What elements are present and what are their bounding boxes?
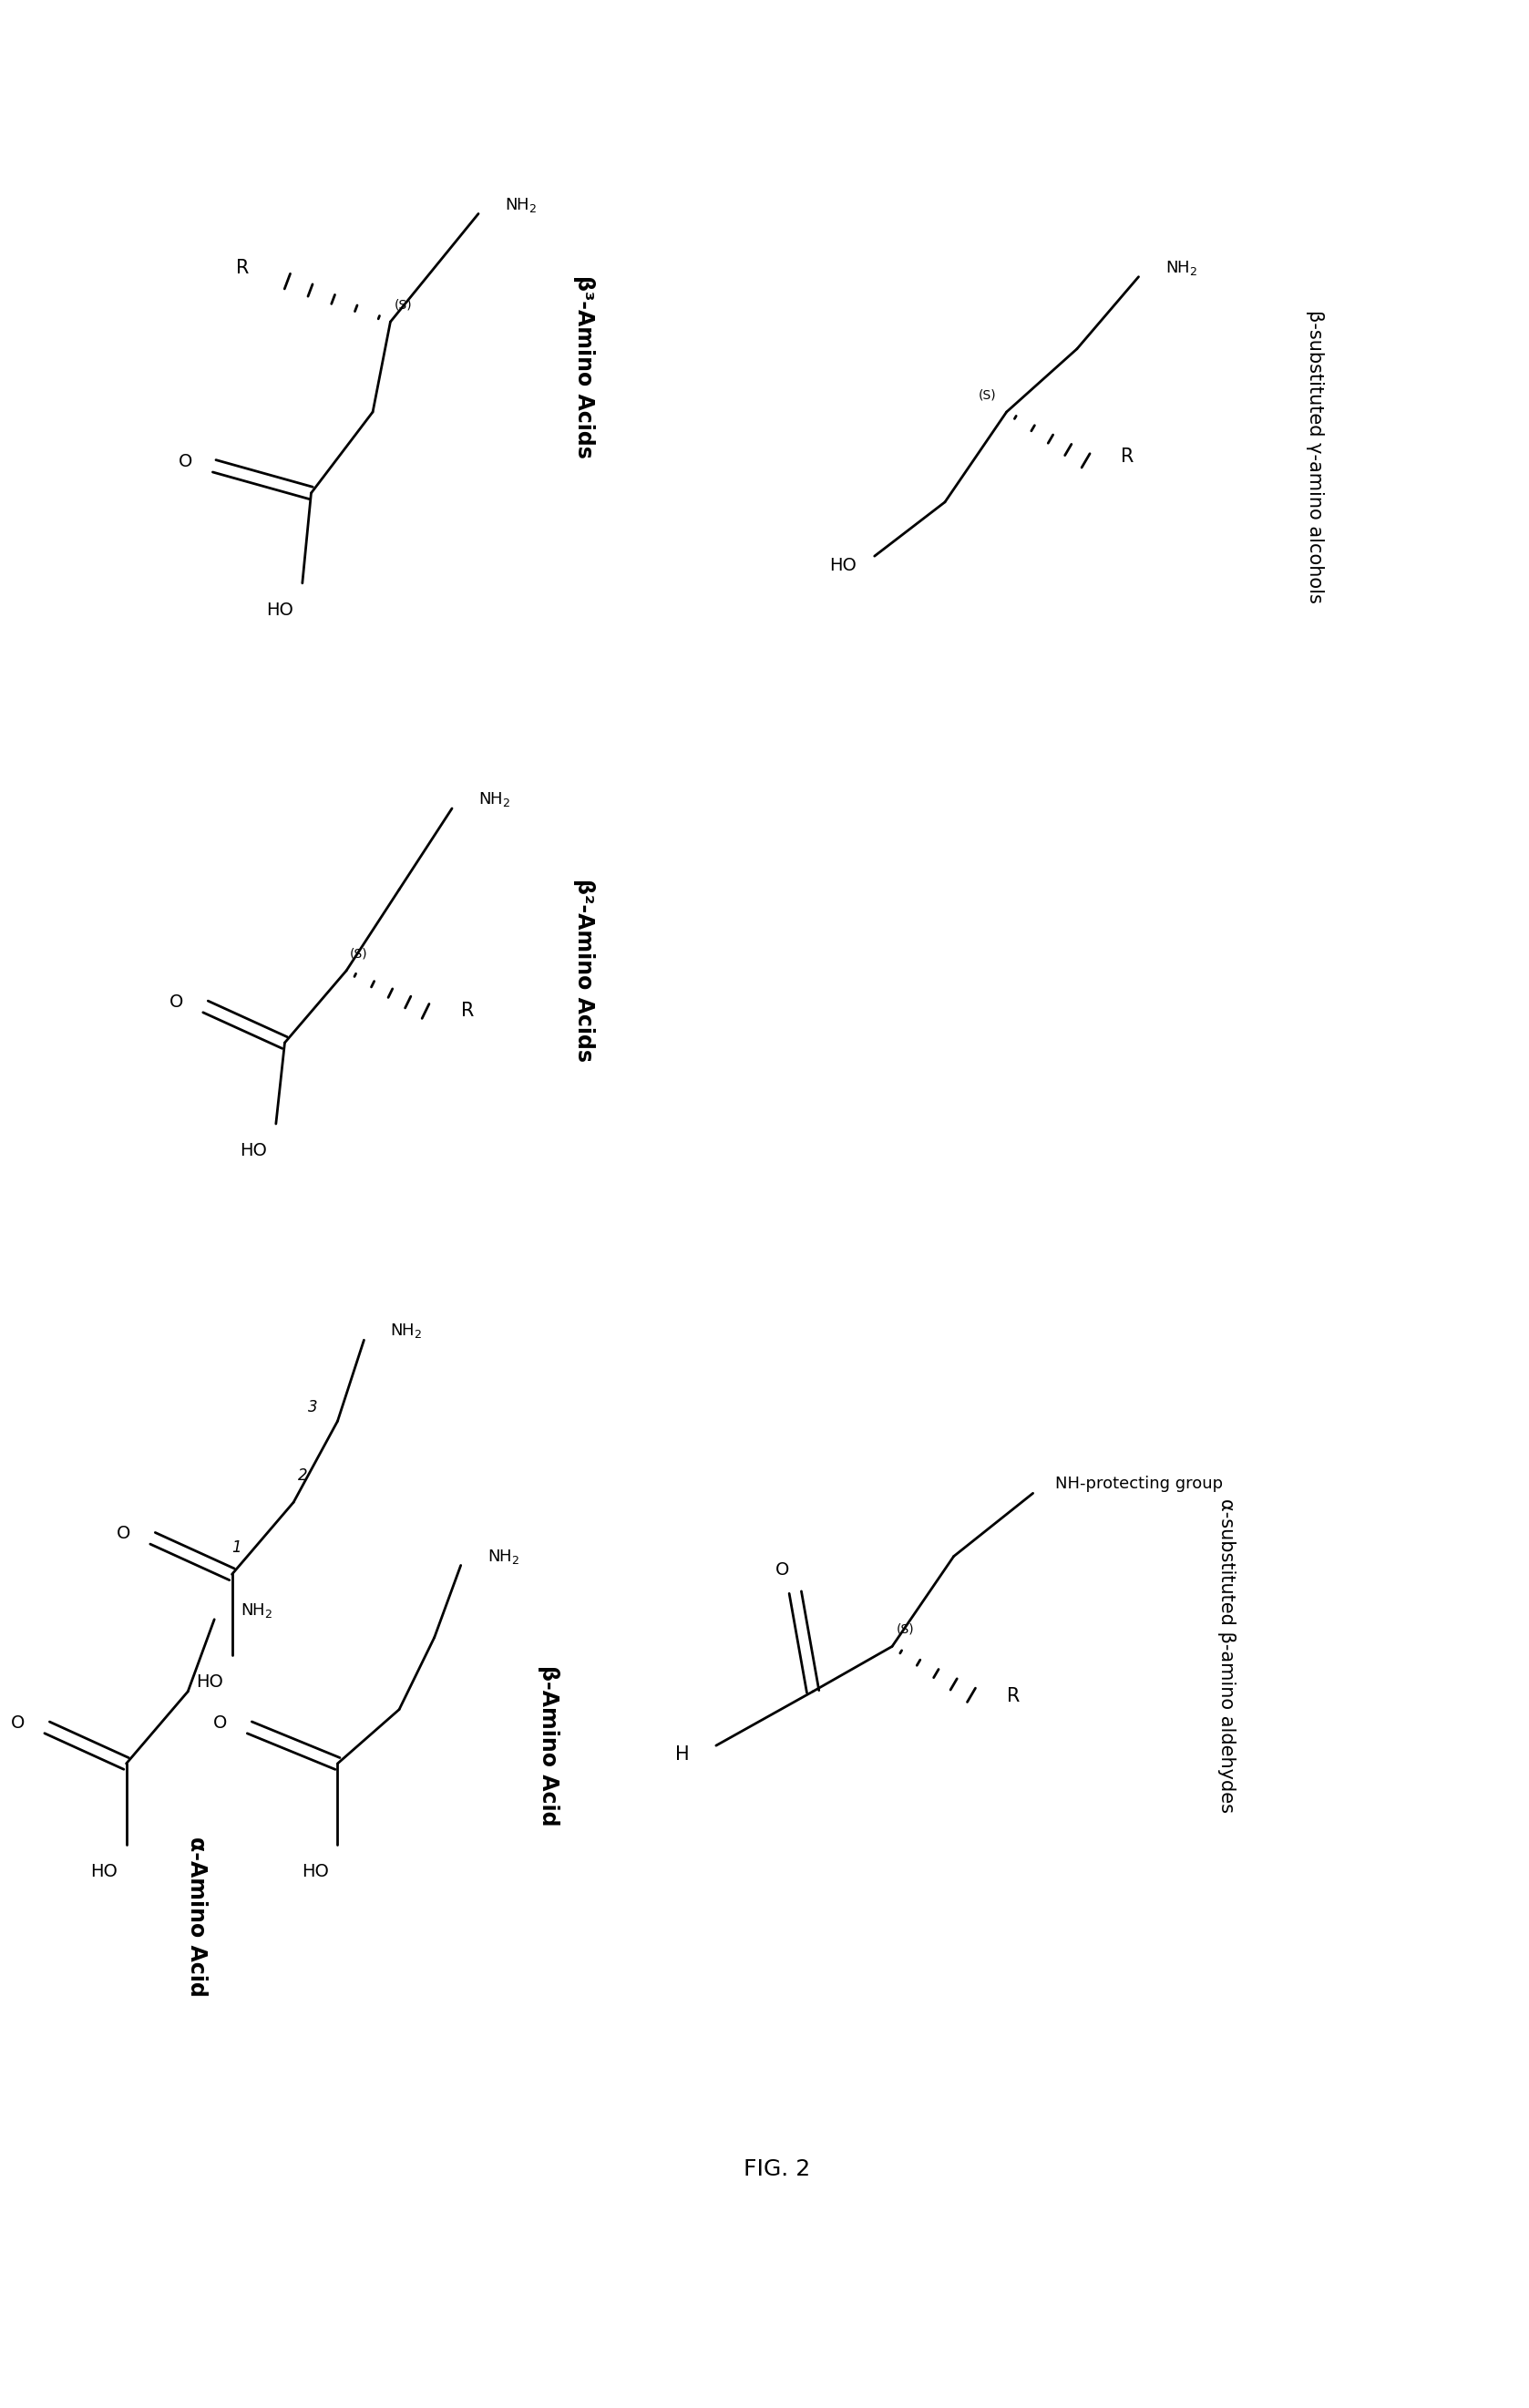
Text: 1: 1 xyxy=(231,1539,242,1556)
Text: NH-protecting group: NH-protecting group xyxy=(1055,1476,1223,1493)
Text: NH$_2$: NH$_2$ xyxy=(488,1548,520,1565)
Text: NH$_2$: NH$_2$ xyxy=(390,1322,422,1341)
Text: O: O xyxy=(214,1714,228,1731)
Text: NH$_2$: NH$_2$ xyxy=(479,790,511,809)
Text: (S): (S) xyxy=(394,299,413,311)
Text: NH$_2$: NH$_2$ xyxy=(240,1601,272,1621)
Text: O: O xyxy=(775,1560,789,1580)
Text: (S): (S) xyxy=(896,1623,914,1635)
Text: R: R xyxy=(237,258,249,277)
Text: 2: 2 xyxy=(298,1466,307,1483)
Text: O: O xyxy=(179,453,193,470)
Text: O: O xyxy=(116,1524,130,1544)
Text: O: O xyxy=(170,995,183,1011)
Text: O: O xyxy=(11,1714,24,1731)
Text: R: R xyxy=(1121,448,1135,467)
Text: HO: HO xyxy=(240,1141,268,1161)
Text: HO: HO xyxy=(90,1864,118,1881)
Text: α-substituted β-amino aldehydes: α-substituted β-amino aldehydes xyxy=(1217,1498,1235,1813)
Text: HO: HO xyxy=(830,556,856,573)
Text: R: R xyxy=(1006,1688,1020,1705)
Text: (S): (S) xyxy=(979,388,995,402)
Text: H: H xyxy=(676,1746,690,1763)
Text: HO: HO xyxy=(196,1674,223,1690)
Text: β-substituted γ-amino alcohols: β-substituted γ-amino alcohols xyxy=(1306,311,1324,604)
Text: 3: 3 xyxy=(307,1399,318,1416)
Text: α-Amino Acid: α-Amino Acid xyxy=(187,1837,208,1996)
Text: (S): (S) xyxy=(350,946,368,961)
Text: HO: HO xyxy=(266,602,294,619)
Text: β³-Amino Acids: β³-Amino Acids xyxy=(573,275,595,458)
Text: β-Amino Acid: β-Amino Acid xyxy=(538,1664,560,1825)
Text: R: R xyxy=(460,1002,474,1021)
Text: NH$_2$: NH$_2$ xyxy=(1165,258,1197,277)
Text: FIG. 2: FIG. 2 xyxy=(743,2158,810,2179)
Text: β²-Amino Acids: β²-Amino Acids xyxy=(573,879,595,1062)
Text: HO: HO xyxy=(301,1864,329,1881)
Text: NH$_2$: NH$_2$ xyxy=(505,195,537,214)
